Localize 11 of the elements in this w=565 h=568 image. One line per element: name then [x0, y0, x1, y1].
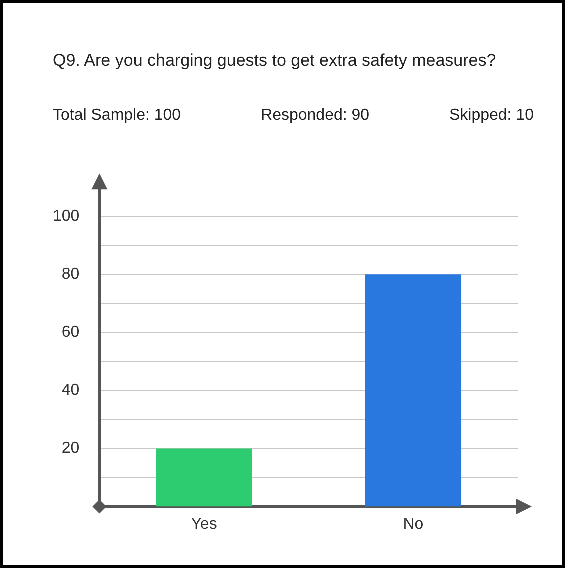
text: Total Sample: 100 [53, 107, 182, 125]
text: Skipped: 10 [449, 107, 534, 125]
y-tick-label: 20 [62, 440, 80, 458]
y-tick-label: 60 [62, 324, 80, 342]
text: Responded: 90 [261, 107, 370, 125]
y-tick-label: 100 [52, 208, 80, 226]
chart-title: Q9. Are you charging guests to get extra safety measures? [53, 51, 496, 71]
x-tick-label: No [403, 516, 424, 533]
y-tick-label: 80 [62, 266, 80, 284]
y-tick-label: 40 [62, 382, 80, 400]
x-tick-label: Yes [191, 516, 218, 533]
